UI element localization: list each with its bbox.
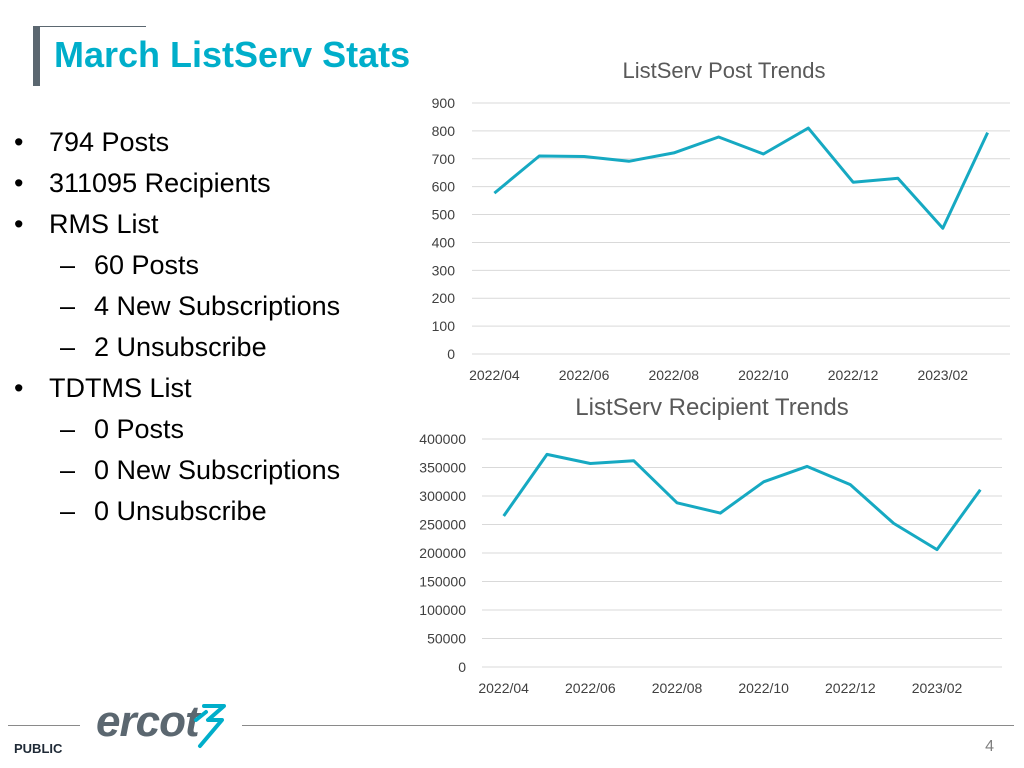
bullet-item: TDTMS List (14, 368, 404, 409)
y-tick-label: 700 (432, 151, 456, 167)
y-tick-label: 50000 (427, 631, 466, 647)
y-tick-label: 250000 (419, 517, 466, 533)
x-tick-label: 2022/08 (648, 367, 699, 383)
x-tick-label: 2022/12 (828, 367, 879, 383)
bullet-item: 311095 Recipients (14, 163, 404, 204)
sub-bullet-item: 60 Posts (14, 245, 404, 286)
chart-title: ListServ Post Trends (623, 58, 826, 83)
stats-bullet-list: 794 Posts311095 RecipientsRMS List60 Pos… (14, 122, 404, 532)
x-tick-label: 2022/04 (469, 367, 520, 383)
x-tick-label: 2022/08 (652, 680, 703, 696)
y-tick-label: 0 (458, 659, 466, 675)
y-tick-label: 200000 (419, 545, 466, 561)
page-title: March ListServ Stats (54, 34, 411, 75)
sub-bullet-item: 0 Unsubscribe (14, 491, 404, 532)
y-tick-label: 100 (432, 318, 456, 334)
bullet-item: RMS List (14, 204, 404, 245)
y-tick-label: 800 (432, 123, 456, 139)
y-tick-label: 100000 (419, 602, 466, 618)
ercot-logo-mark: ercot (96, 697, 226, 748)
page-number: 4 (985, 738, 994, 755)
y-tick-label: 500 (432, 207, 456, 223)
sub-bullet-item: 0 Posts (14, 409, 404, 450)
lightning-icon (194, 704, 226, 748)
x-tick-label: 2023/02 (912, 680, 963, 696)
series-line (502, 452, 982, 552)
y-tick-label: 300000 (419, 488, 466, 504)
y-tick-label: 150000 (419, 574, 466, 590)
sub-bullet-item: 0 New Subscriptions (14, 450, 404, 491)
x-tick-label: 2023/02 (917, 367, 968, 383)
y-tick-label: 350000 (419, 460, 466, 476)
y-tick-label: 900 (432, 95, 456, 111)
footer-divider-left (8, 725, 80, 726)
recipient-trends-chart: ListServ Recipient Trends 0 50000 100000 150… (419, 394, 1002, 696)
x-tick-label: 2022/04 (478, 680, 529, 696)
logo-text: ercot (96, 698, 202, 746)
title-accent-rule (40, 26, 146, 27)
y-tick-label: 400 (432, 234, 456, 250)
y-tick-label: 300 (432, 262, 456, 278)
x-tick-label: 2022/06 (559, 367, 610, 383)
series-line (493, 126, 989, 230)
y-tick-label: 0 (447, 346, 455, 362)
title-accent-bar (33, 26, 40, 86)
y-tick-label: 200 (432, 290, 456, 306)
y-tick-label: 400000 (419, 431, 466, 447)
post-trends-chart: ListServ Post Trends 0 100 200 300 400 500 600 7… (432, 58, 1010, 383)
footer-divider-right (242, 725, 1014, 726)
x-tick-label: 2022/10 (738, 680, 789, 696)
sub-bullet-item: 2 Unsubscribe (14, 327, 404, 368)
bullet-item: 794 Posts (14, 122, 404, 163)
classification-label: PUBLIC (14, 741, 63, 756)
y-tick-label: 600 (432, 179, 456, 195)
ercot-logo: ercot (96, 697, 236, 755)
x-tick-label: 2022/10 (738, 367, 789, 383)
x-tick-label: 2022/12 (825, 680, 876, 696)
chart-title: ListServ Recipient Trends (575, 394, 848, 421)
sub-bullet-item: 4 New Subscriptions (14, 286, 404, 327)
x-tick-label: 2022/06 (565, 680, 616, 696)
